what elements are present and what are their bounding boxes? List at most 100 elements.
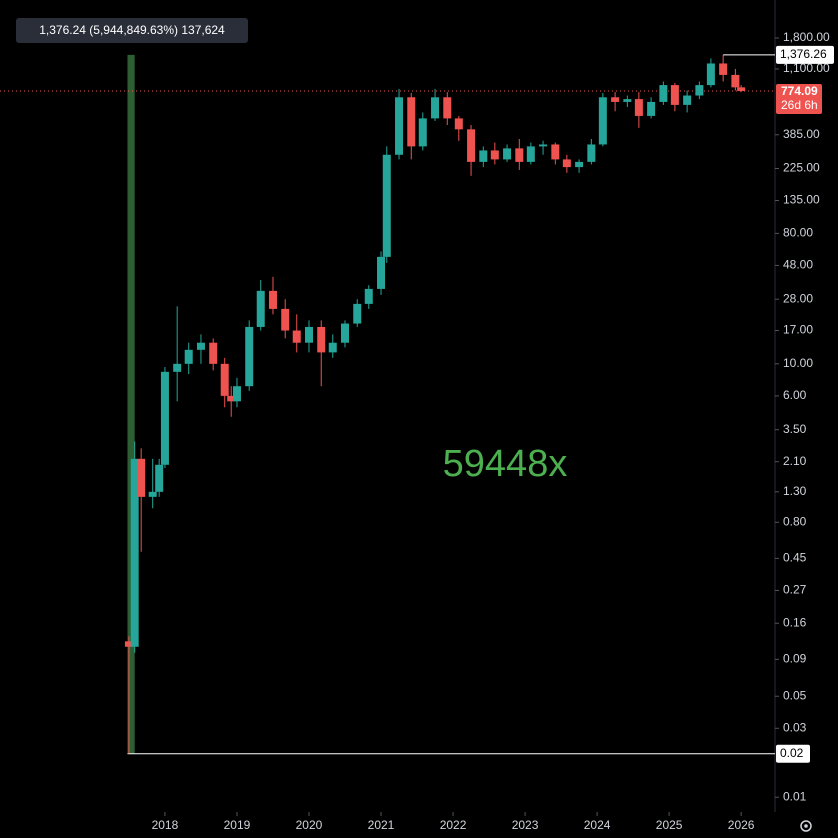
- candle-body: [364, 288, 373, 304]
- candle: [719, 54, 728, 82]
- y-tick-label: 0.16: [783, 615, 807, 629]
- y-tick-label: 6.00: [783, 388, 807, 402]
- candle-body: [328, 342, 337, 353]
- y-tick-label: 0.05: [783, 688, 807, 702]
- candle: [364, 285, 373, 309]
- y-tick-label: 10.00: [783, 356, 813, 370]
- candle: [647, 97, 656, 119]
- candle: [695, 81, 704, 100]
- candle-body: [587, 144, 596, 162]
- candle-body: [575, 161, 584, 168]
- candle-body: [124, 641, 133, 647]
- candle: [598, 92, 607, 147]
- y-tick-label: 0.01: [783, 789, 807, 803]
- candle-body: [539, 144, 548, 147]
- candle-body: [431, 97, 440, 119]
- candle-body: [160, 371, 169, 465]
- candle-body: [304, 326, 313, 343]
- candle: [377, 251, 386, 295]
- x-tick-label: 2024: [584, 818, 611, 832]
- candle: [683, 90, 692, 113]
- low-price-box: [776, 744, 810, 763]
- candle-body: [515, 148, 524, 162]
- x-tick-label: 2020: [296, 818, 323, 832]
- y-tick-label: 135.00: [783, 193, 820, 207]
- candle: [328, 334, 337, 358]
- y-tick-label: 0.80: [783, 514, 807, 528]
- candle: [184, 342, 193, 375]
- candle-body: [341, 323, 350, 343]
- candle: [539, 140, 548, 155]
- candle: [304, 320, 313, 353]
- candle-body: [220, 363, 229, 396]
- current-price-label: 774.09: [781, 84, 818, 98]
- candle: [130, 441, 139, 653]
- candle: [395, 88, 404, 160]
- candle: [245, 320, 254, 391]
- candle-body: [670, 85, 679, 105]
- candle: [515, 139, 524, 170]
- candle: [196, 334, 205, 364]
- candle-body: [196, 342, 205, 350]
- candle-body: [659, 85, 668, 102]
- candle: [634, 92, 643, 128]
- x-tick-label: 2026: [728, 818, 755, 832]
- candle-body: [137, 458, 146, 497]
- candle-body: [377, 256, 386, 289]
- y-tick-label: 28.00: [783, 291, 813, 305]
- candle-body: [719, 63, 728, 75]
- candle: [382, 146, 391, 263]
- candle-body: [562, 159, 571, 168]
- candle: [731, 68, 740, 91]
- x-tick-label: 2023: [512, 818, 539, 832]
- high-price-label: 1,376.26: [780, 47, 827, 61]
- y-tick-label: 1,800.00: [783, 30, 830, 44]
- candle-body: [598, 97, 607, 145]
- y-tick-label: 385.00: [783, 127, 820, 141]
- y-tick-label: 17.00: [783, 323, 813, 337]
- candle-body: [479, 150, 488, 162]
- candle: [575, 159, 584, 173]
- candle: [587, 139, 596, 165]
- candle: [443, 92, 452, 126]
- y-tick-label: 0.09: [783, 652, 807, 666]
- candle: [155, 458, 164, 497]
- candle-body: [232, 386, 241, 402]
- candle-body: [526, 146, 535, 162]
- candle-body: [611, 97, 620, 102]
- candle: [454, 115, 463, 141]
- candle: [670, 82, 679, 112]
- candle: [737, 85, 746, 93]
- y-tick-label: 225.00: [783, 161, 820, 175]
- candle-body: [706, 63, 715, 86]
- candle-body: [467, 129, 476, 162]
- candle-body: [173, 363, 182, 372]
- candle: [479, 146, 488, 168]
- candle-body: [227, 395, 236, 402]
- candle: [220, 357, 229, 408]
- y-tick-label: 0.45: [783, 551, 807, 565]
- candle: [551, 142, 560, 165]
- candle: [124, 636, 133, 754]
- candle-body: [268, 290, 277, 309]
- candle-body: [281, 308, 290, 331]
- candle: [148, 458, 157, 509]
- y-tick-label: 48.00: [783, 258, 813, 272]
- measure-range: [127, 54, 135, 754]
- candle: [227, 386, 236, 417]
- candle-body: [490, 150, 499, 160]
- high-price-box: [776, 45, 834, 64]
- candle: [281, 299, 290, 339]
- candle-body: [245, 326, 254, 387]
- candle: [706, 58, 715, 88]
- candle: [418, 112, 427, 151]
- x-tick-label: 2021: [368, 818, 395, 832]
- annotation: 59448x: [443, 443, 568, 485]
- candle-body: [634, 99, 643, 116]
- y-tick-label: 0.27: [783, 583, 807, 597]
- settings-icon[interactable]: [800, 820, 812, 832]
- candle-body: [317, 326, 326, 353]
- x-tick-label: 2019: [224, 818, 251, 832]
- y-tick-label: 80.00: [783, 226, 813, 240]
